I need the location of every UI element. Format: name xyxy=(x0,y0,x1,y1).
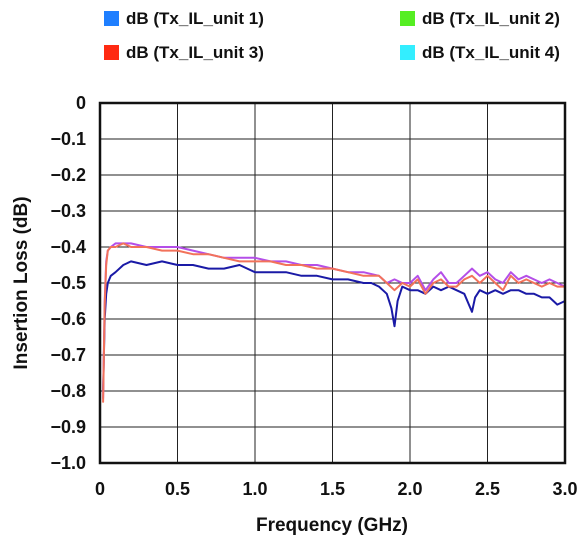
legend-label: dB (Tx_IL_unit 1) xyxy=(126,9,264,28)
legend-label: dB (Tx_IL_unit 3) xyxy=(126,43,264,62)
y-tick-label: −0.9 xyxy=(50,417,86,437)
legend-swatch xyxy=(104,11,119,26)
y-tick-label: −0.7 xyxy=(50,345,86,365)
legend-swatch xyxy=(400,45,415,60)
gridlines xyxy=(100,103,565,463)
series-group xyxy=(102,242,566,403)
x-tick-label: 0 xyxy=(95,479,105,499)
legend-swatch xyxy=(400,11,415,26)
y-axis-title: Insertion Loss (dB) xyxy=(11,196,32,369)
y-tick-label: −0.6 xyxy=(50,309,86,329)
x-tick-label: 1.0 xyxy=(242,479,267,499)
x-tick-label: 0.5 xyxy=(165,479,190,499)
series-line-2 xyxy=(102,242,566,400)
y-tick-label: −1.0 xyxy=(50,453,86,473)
x-tick-label: 3.0 xyxy=(552,479,577,499)
legend-label: dB (Tx_IL_unit 4) xyxy=(422,43,560,62)
legend-swatch xyxy=(104,45,119,60)
legend: dB (Tx_IL_unit 1) dB (Tx_IL_unit 2) dB (Tx… xyxy=(104,9,560,62)
x-tick-label: 2.5 xyxy=(475,479,500,499)
series-line-1 xyxy=(102,260,566,392)
series-line-3 xyxy=(102,242,566,403)
y-tick-label: −0.4 xyxy=(50,237,86,257)
y-axis-ticks: 0 −0.1 −0.2 −0.3 −0.4 −0.5 −0.6 −0.7 −0.8 −0.9 −1.… xyxy=(50,93,86,473)
legend-label: dB (Tx_IL_unit 2) xyxy=(422,9,560,28)
y-tick-label: −0.5 xyxy=(50,273,86,293)
y-tick-label: −0.3 xyxy=(50,201,86,221)
y-tick-label: −0.1 xyxy=(50,129,86,149)
x-tick-label: 1.5 xyxy=(320,479,345,499)
x-axis-title: Frequency (GHz) xyxy=(256,515,408,536)
x-axis-ticks: 0 0.5 1.0 1.5 2.0 2.5 3.0 xyxy=(95,479,578,499)
y-tick-label: 0 xyxy=(76,93,86,113)
y-tick-label: −0.8 xyxy=(50,381,86,401)
plot-frame xyxy=(98,101,567,465)
x-tick-label: 2.0 xyxy=(397,479,422,499)
y-tick-label: −0.2 xyxy=(50,165,86,185)
